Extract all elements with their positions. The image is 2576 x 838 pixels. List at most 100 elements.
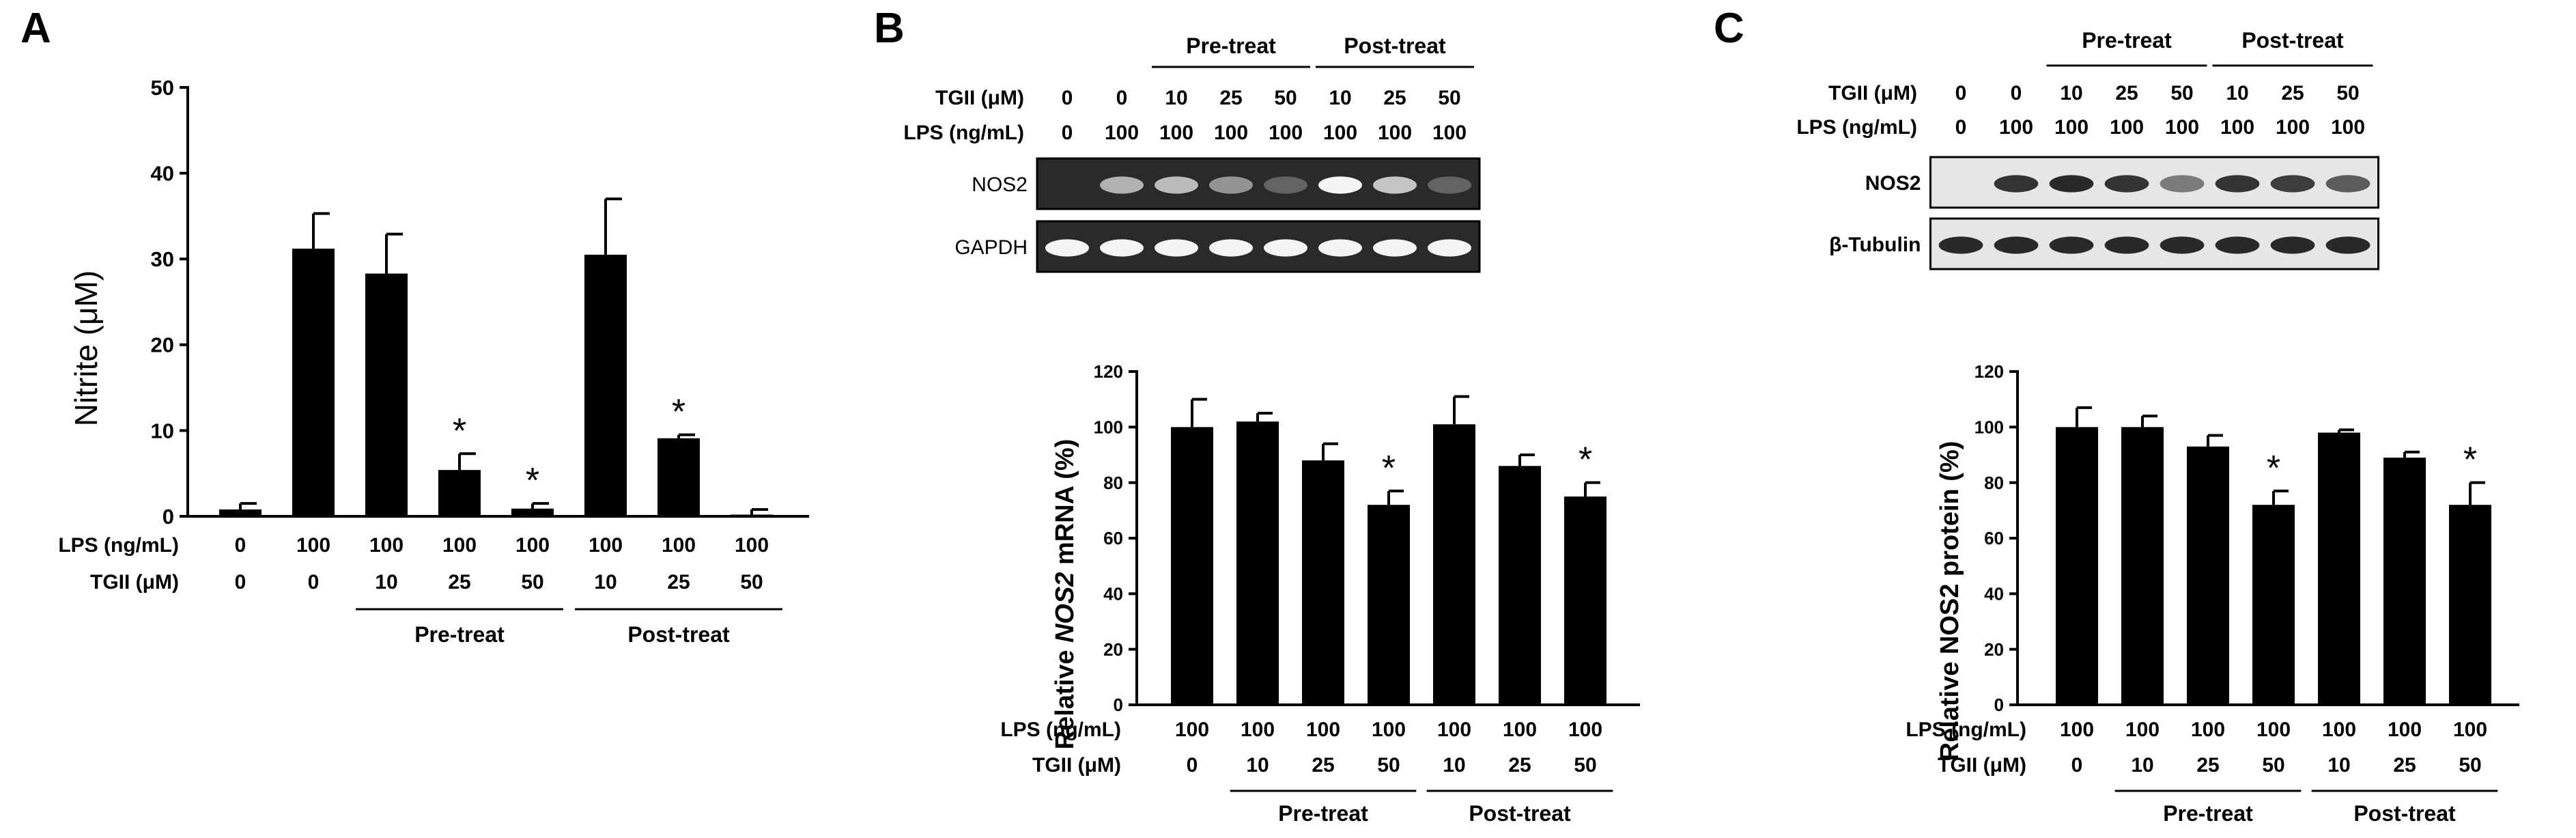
panel-b-blot-lps-value: 100	[1214, 122, 1248, 144]
panel-b-blot-tgii-value: 0	[1116, 87, 1128, 109]
panel-c-bar	[2318, 432, 2360, 705]
panel-b-blot-target-band	[1209, 176, 1253, 194]
panel-c-blot-lps-value: 100	[2220, 116, 2254, 139]
panel-b-blot-lps-value: 100	[1378, 122, 1412, 144]
panel-a-lps-value: 100	[662, 534, 696, 557]
panel-a-bar	[219, 509, 261, 516]
panel-c-significance-star: *	[2463, 441, 2477, 480]
panel-a-lps-value: 100	[442, 534, 477, 557]
panel-b-y-tick-label: 120	[1094, 361, 1123, 382]
panel-c-lps-value: 100	[2322, 718, 2356, 741]
panel-a-lps-value: 100	[296, 534, 330, 557]
panel-letter-a: A	[20, 5, 51, 52]
panel-c-blot-target-band	[2049, 175, 2094, 193]
panel-b-lps-value: 100	[1568, 718, 1602, 741]
panel-c-tgii-value: 10	[2327, 754, 2350, 777]
panel-b-blot-target-band	[1155, 176, 1198, 194]
panel-b-group-label: Pre-treat	[1278, 801, 1368, 826]
panel-c-blot-group-label: Post-treat	[2241, 28, 2344, 53]
panel-b-ylabel: Relative NOS2 mRNA (%)	[1051, 439, 1079, 750]
panel-b-blot-control-band	[1155, 239, 1198, 257]
panel-c-y-tick-label: 100	[1975, 417, 2004, 437]
panel-b-blot-tgii-value: 10	[1165, 87, 1187, 109]
panel-c-y-tick-label: 80	[1984, 473, 2004, 493]
panel-b-blot-target-blot-label: NOS2	[972, 173, 1028, 196]
panel-b-blot-control-blot-label: GAPDH	[954, 236, 1028, 259]
panel-b-blot-lps-value: 100	[1323, 122, 1357, 144]
panel-c-group-label: Post-treat	[2353, 801, 2456, 826]
panel-c-row-label-tgii: TGII (μM)	[1938, 754, 2026, 777]
panel-c-lps-value: 100	[2060, 718, 2094, 741]
panel-a-y-tick-label: 20	[151, 333, 174, 357]
panel-a-bar	[731, 514, 773, 516]
panel-c-y-tick-label: 60	[1984, 528, 2004, 548]
panel-a-tgii-value: 50	[740, 571, 763, 593]
panel-a-group-label: Post-treat	[627, 622, 730, 647]
panel-a-chart: 0 10 20 30 40 50 * * * LPS (ng/mL) TGII (μM) 0 0 100 0…	[58, 76, 809, 647]
panel-c-blot-tgii-value: 10	[2226, 82, 2248, 104]
panel-c-y-tick-label: 40	[1984, 583, 2004, 604]
panel-c-row-label-lps: LPS (ng/mL)	[1906, 718, 2026, 741]
panel-b-blot-tgii-value: 0	[1062, 87, 1073, 109]
panel-c-blot-target-band	[2215, 175, 2260, 193]
panel-b-lps-value: 100	[1372, 718, 1406, 741]
panel-b-y-tick-label: 100	[1094, 417, 1123, 437]
panel-c-lps-value: 100	[2191, 718, 2225, 741]
panel-c-blot-lps-value: 100	[2276, 116, 2310, 139]
panel-a-tgii-value: 25	[667, 571, 690, 593]
panel-b-significance-star: *	[1579, 441, 1592, 480]
panel-c-blot-group-label: Pre-treat	[2082, 28, 2172, 53]
panel-b-blot-lps-value: 100	[1105, 122, 1139, 144]
panel-a-lps-value: 0	[235, 534, 246, 557]
panel-c-blot-target-band	[2104, 175, 2149, 193]
panel-c-tgii-value: 25	[2393, 754, 2416, 777]
panel-a-row-label-tgii: TGII (μM)	[90, 571, 179, 593]
panel-c-blot-tgii-value: 50	[2336, 82, 2359, 104]
panel-c-significance-star: *	[2267, 449, 2280, 488]
panel-b-blot-lps-value: 100	[1432, 122, 1467, 144]
panel-c-y-tick-label: 20	[1984, 639, 2004, 660]
panel-b-tgii-value: 10	[1443, 754, 1465, 777]
panel-c-blot-lps-value: 100	[2331, 116, 2365, 139]
panel-a-significance-star: *	[526, 461, 539, 501]
panel-a-tgii-value: 25	[448, 571, 470, 593]
panel-b-lps-value: 100	[1241, 718, 1275, 741]
panel-c-blot-target-band	[2325, 175, 2370, 193]
panel-c-bar	[2187, 446, 2229, 705]
panel-b-bar	[1236, 421, 1279, 705]
panel-b-y-tick-label: 0	[1114, 695, 1123, 715]
panel-c-blot-lps-value: 0	[1955, 116, 1967, 139]
panel-b-lps-value: 100	[1437, 718, 1471, 741]
panel-a-tgii-value: 0	[235, 571, 246, 593]
panel-b-tgii-value: 0	[1187, 754, 1198, 777]
panel-a-group-label: Pre-treat	[414, 622, 505, 647]
panel-b-blot-control-band	[1100, 239, 1144, 257]
panel-b-tgii-value: 25	[1508, 754, 1531, 777]
panel-c-blot-tgii-value: 25	[2115, 82, 2138, 104]
panel-a-row-label-lps: LPS (ng/mL)	[58, 534, 179, 557]
panel-c-blot-control-band	[2160, 236, 2205, 254]
panel-c-lps-value: 100	[2453, 718, 2487, 741]
panel-b-blot-lps-value: 100	[1159, 122, 1193, 144]
panel-a-y-tick-label: 30	[151, 247, 174, 271]
panel-a-bar	[657, 438, 700, 516]
panel-b-western-blot: TGII (μM) LPS (ng/mL) 0 0 0 100 10 100 25 100 50 10…	[903, 33, 1481, 273]
panel-c-blot-lps-value: 100	[2054, 116, 2089, 139]
panel-a-ylabel: Nitrite (μM)	[68, 270, 104, 426]
panel-c-blot-target-blot-label: NOS2	[1865, 172, 1921, 195]
panel-b-row-label-lps: LPS (ng/mL)	[1000, 718, 1121, 741]
panel-c-bar	[2449, 505, 2491, 705]
panel-b-blot-tgii-value: 50	[1274, 87, 1297, 109]
panel-b-y-tick-label: 40	[1103, 583, 1123, 604]
panel-c-tgii-value: 10	[2131, 754, 2153, 777]
panel-a-y-tick-label: 0	[162, 505, 174, 529]
panel-c-tgii-value: 50	[2459, 754, 2481, 777]
panel-c-blot-lps-value: 100	[2165, 116, 2199, 139]
panel-b-tgii-value: 10	[1246, 754, 1269, 777]
panel-a-lps-value: 100	[369, 534, 404, 557]
panel-c-blot-tgii-value: 10	[2060, 82, 2082, 104]
panel-b-blot-tgii-value: 25	[1383, 87, 1406, 109]
panel-b-tgii-value: 50	[1574, 754, 1596, 777]
